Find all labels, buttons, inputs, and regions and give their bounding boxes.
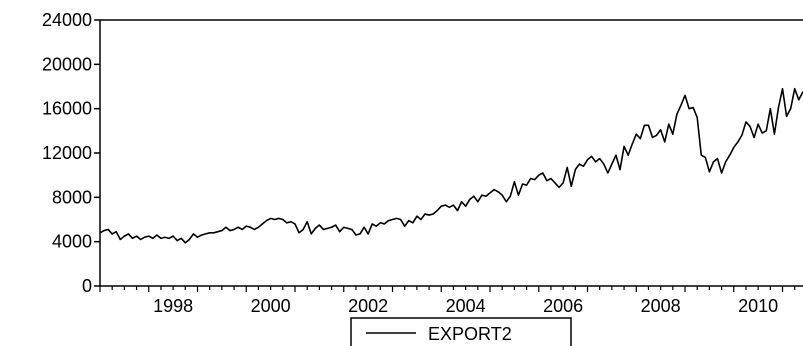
y-tick-label: 0: [82, 276, 92, 296]
x-tick-label: 2008: [641, 296, 681, 316]
x-tick-label: 2006: [543, 296, 583, 316]
plot-frame: [99, 19, 803, 287]
legend: EXPORT2: [350, 317, 572, 346]
series-line-export2: [99, 87, 803, 244]
x-axis: 1998 2000 2002 2004 2006 2008 2010: [99, 286, 796, 316]
legend-box: [350, 317, 572, 346]
y-axis: 0 4000 8000 12000 16000 20000 24000: [42, 10, 100, 296]
y-tick-label: 8000: [52, 187, 92, 207]
x-tick-label: 2010: [738, 296, 778, 316]
x-tick-label: 2002: [348, 296, 388, 316]
y-tick-label: 16000: [42, 99, 92, 119]
plot-area: [99, 19, 803, 287]
y-tick-label: 12000: [42, 143, 92, 163]
x-tick-label: 2000: [251, 296, 291, 316]
x-tick-label: 1998: [153, 296, 193, 316]
y-tick-label: 4000: [52, 232, 92, 252]
y-tick-label: 20000: [42, 54, 92, 74]
legend-label-export2: EXPORT2: [428, 324, 512, 344]
x-tick-label: 2004: [446, 296, 486, 316]
y-tick-label: 24000: [42, 10, 92, 30]
series-layer: [99, 87, 803, 244]
